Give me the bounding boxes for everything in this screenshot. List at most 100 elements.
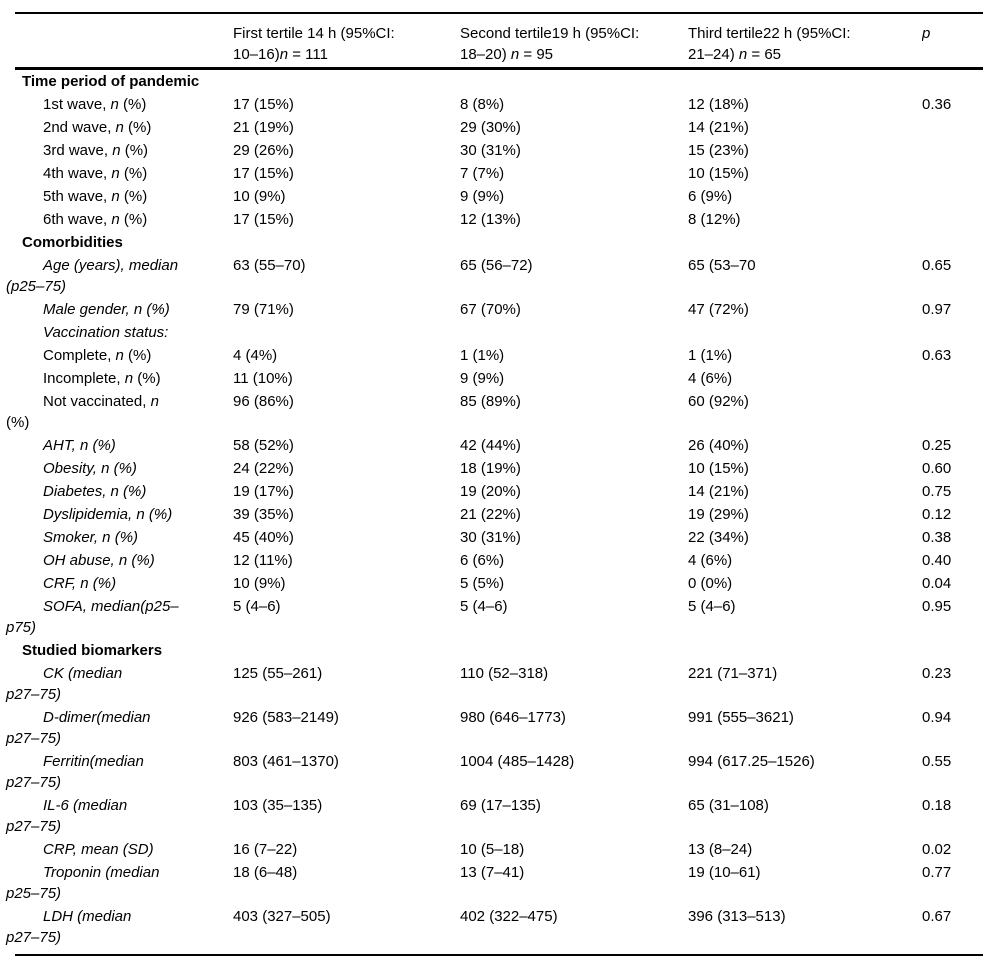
cell-value: 16 (7–22) (233, 841, 298, 858)
cell-value: 17 (15%) (233, 96, 294, 113)
table-body: Time period of pandemic 1st wave, n (%) 17… (0, 67, 1000, 949)
cell-value: 11 (10%) (233, 370, 293, 387)
header-separator-cell (0, 67, 1000, 70)
cell-value: 14 (21%) (688, 119, 749, 136)
p-value: 0.94 (922, 709, 952, 726)
table-row: Age (years), median (p25–75) 63 (55–70) 65 … (0, 254, 1000, 298)
cell-value: 19 (10–61) (688, 864, 761, 881)
cell-value: 6 (9%) (688, 188, 733, 205)
cell-value: 10 (15%) (688, 165, 749, 182)
cell-value: 103 (35–135) (233, 797, 323, 814)
p-value (922, 208, 1000, 231)
p-value: 0.67 (922, 908, 952, 925)
p-value (922, 321, 1000, 344)
cell-value: 926 (583–2149) (233, 709, 339, 726)
section-row: Comorbidities (0, 231, 1000, 254)
cell-value: 994 (617.25–1526) (688, 753, 815, 770)
row-label: 2nd wave, n (%) (43, 119, 152, 136)
table-row: 2nd wave, n (%) 21 (19%) 29 (30%) 14 (21%) (0, 116, 1000, 139)
p-value: 0.02 (922, 841, 952, 858)
row-label: Male gender, n (%) (43, 301, 170, 318)
p-value: 0.65 (922, 257, 952, 274)
cell-value: 13 (8–24) (688, 841, 753, 858)
table-row: Not vaccinated, n (%) 96 (86%) 85 (89%) 60 (… (0, 390, 1000, 434)
column-header: First tertile 14 h (95%CI: 10–16)n = 111 (233, 25, 395, 63)
cell-value: 125 (55–261) (233, 665, 323, 682)
table-row: Obesity, n (%) 24 (22%) 18 (19%) 10 (15%) 0.… (0, 457, 1000, 480)
p-column-header: p (922, 25, 931, 42)
cell-value: 403 (327–505) (233, 908, 331, 925)
p-value (922, 116, 1000, 139)
cell-value (688, 321, 922, 344)
table-row: LDH (median p27–75) 403 (327–505) 402 (322–… (0, 905, 1000, 949)
p-value: 0.75 (922, 483, 952, 500)
table-row: SOFA, median(p25– p75) 5 (4–6) 5 (4–6) 5 (4–… (0, 595, 1000, 639)
cell-value: 980 (646–1773) (460, 709, 566, 726)
column-header: Third tertile22 h (95%CI: 21–24) n = 65 (688, 25, 851, 63)
p-value: 0.97 (922, 301, 952, 318)
row-label: LDH (median p27–75) (6, 908, 132, 946)
cell-value (233, 321, 460, 344)
cell-value: 19 (17%) (233, 483, 294, 500)
table-row: Male gender, n (%) 79 (71%) 67 (70%) 47 (72… (0, 298, 1000, 321)
cell-value: 1 (1%) (688, 347, 733, 364)
cell-value: 5 (4–6) (688, 598, 736, 615)
cell-value: 110 (52–318) (460, 665, 549, 682)
table-row: Smoker, n (%) 45 (40%) 30 (31%) 22 (34%) 0.3… (0, 526, 1000, 549)
cell-value: 4 (6%) (688, 370, 733, 387)
cell-value: 18 (19%) (460, 460, 521, 477)
table-row: 3rd wave, n (%) 29 (26%) 30 (31%) 15 (23%) (0, 139, 1000, 162)
row-label: 6th wave, n (%) (43, 211, 148, 228)
cell-value: 5 (4–6) (233, 598, 281, 615)
row-label: CRP, mean (SD) (43, 841, 154, 858)
p-value: 0.40 (922, 552, 952, 569)
row-label: 3rd wave, n (%) (43, 142, 149, 159)
row-label: IL-6 (median p27–75) (6, 797, 128, 835)
table-row: 6th wave, n (%) 17 (15%) 12 (13%) 8 (12%) (0, 208, 1000, 231)
cell-value: 17 (15%) (233, 165, 294, 182)
section-row: Studied biomarkers (0, 639, 1000, 662)
cell-value: 12 (13%) (460, 211, 521, 228)
p-value: 0.23 (922, 665, 952, 682)
row-label: OH abuse, n (%) (43, 552, 155, 569)
cell-value: 5 (5%) (460, 575, 505, 592)
table-row: Ferritin(median p27–75) 803 (461–1370) 1004… (0, 750, 1000, 794)
cell-value: 21 (19%) (233, 119, 294, 136)
empty-header-cell (0, 14, 233, 67)
cell-value: 21 (22%) (460, 506, 521, 523)
p-value: 0.38 (922, 529, 952, 546)
row-label: Ferritin(median p27–75) (6, 753, 144, 791)
header-separator-row (0, 67, 1000, 70)
p-value: 0.95 (922, 598, 952, 615)
cell-value: 4 (4%) (233, 347, 278, 364)
cell-value: 79 (71%) (233, 301, 294, 318)
cell-value: 22 (34%) (688, 529, 749, 546)
cell-value: 24 (22%) (233, 460, 294, 477)
cell-value: 39 (35%) (233, 506, 294, 523)
cell-value: 0 (0%) (688, 575, 733, 592)
cell-value: 991 (555–3621) (688, 709, 794, 726)
row-label: Obesity, n (%) (43, 460, 137, 477)
cell-value: 7 (7%) (460, 165, 505, 182)
cell-value: 65 (31–108) (688, 797, 769, 814)
p-value: 0.25 (922, 437, 952, 454)
cell-value: 8 (8%) (460, 96, 505, 113)
cell-value: 65 (56–72) (460, 257, 533, 274)
cell-value: 69 (17–135) (460, 797, 541, 814)
cell-value: 47 (72%) (688, 301, 749, 318)
cell-value: 19 (20%) (460, 483, 521, 500)
table-row: Incomplete, n (%) 11 (10%) 9 (9%) 4 (6%) (0, 367, 1000, 390)
row-label: SOFA, median(p25– p75) (6, 598, 179, 636)
cell-value: 45 (40%) (233, 529, 294, 546)
table-bottom-rule (15, 954, 983, 956)
row-label: Smoker, n (%) (43, 529, 139, 546)
header-row: First tertile 14 h (95%CI: 10–16)n = 111 S… (0, 14, 1000, 67)
cell-value: 402 (322–475) (460, 908, 558, 925)
tertile-comparison-table: First tertile 14 h (95%CI: 10–16)n = 111 S… (0, 14, 1000, 949)
cell-value: 396 (313–513) (688, 908, 786, 925)
cell-value: 29 (30%) (460, 119, 521, 136)
cell-value: 1004 (485–1428) (460, 753, 575, 770)
cell-value: 26 (40%) (688, 437, 749, 454)
cell-value: 29 (26%) (233, 142, 294, 159)
